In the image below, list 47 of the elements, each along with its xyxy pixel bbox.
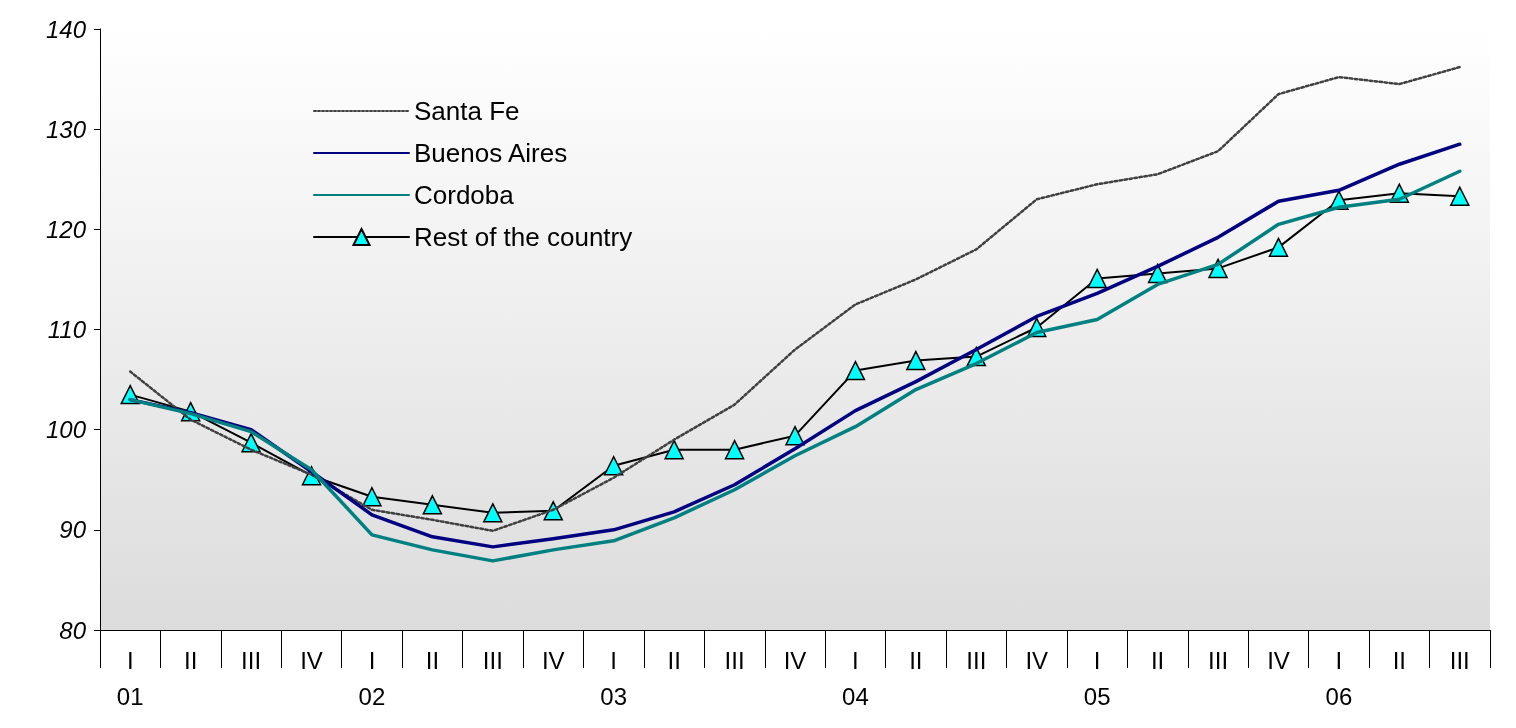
y-tick-label: 120 <box>45 215 87 243</box>
x-tick-label: I 04 <box>842 646 869 710</box>
x-tick-label: II <box>425 646 440 674</box>
legend-label: Buenos Aires <box>414 138 568 168</box>
point <box>724 439 745 460</box>
point <box>1268 237 1289 258</box>
x-tick-label: II <box>667 646 681 674</box>
point <box>664 439 684 460</box>
point <box>603 455 624 476</box>
y-tick-label: 130 <box>45 115 87 143</box>
x-tick-label: II <box>1392 646 1407 674</box>
point <box>1087 268 1107 289</box>
x-tick-label: II <box>1150 646 1165 674</box>
y-tick-label: 80 <box>59 616 87 644</box>
x-tick-label: I 05 <box>1083 646 1111 710</box>
legend-label: Rest of the country <box>414 222 633 252</box>
y-tick-label: 140 <box>45 15 87 43</box>
y-tick-label: 90 <box>59 516 87 544</box>
x-tick-label: III <box>724 646 745 674</box>
point <box>362 487 382 507</box>
x-tick-label: I 02 <box>358 646 386 710</box>
line-series <box>128 65 1462 533</box>
point <box>906 350 926 371</box>
x-tick-label: IV <box>541 646 565 674</box>
x-tick-label: II <box>909 646 923 674</box>
point <box>845 360 866 381</box>
x-tick-label: IV <box>783 646 807 674</box>
x-tick-label: II <box>183 646 198 674</box>
x-tick-label: IV <box>1025 646 1049 674</box>
x-tick-label: III <box>482 646 503 674</box>
point <box>785 425 805 446</box>
legend-label: Santa Fe <box>414 96 520 126</box>
x-tick-label: I 01 <box>116 646 144 710</box>
point <box>483 503 503 523</box>
x-tick-label: I 03 <box>600 646 628 710</box>
x-tick-label: I 06 <box>1325 646 1353 710</box>
legend-label: Cordoba <box>414 180 515 210</box>
x-tick-label: III <box>1449 646 1470 674</box>
y-tick-label: 100 <box>45 416 87 444</box>
x-tick-label: IV <box>1267 646 1290 674</box>
point <box>422 495 443 515</box>
x-tick-label: IV <box>300 646 323 674</box>
x-tick-label: III <box>1208 646 1229 674</box>
point <box>1450 186 1470 207</box>
x-tick-label: III <box>966 646 987 674</box>
x-tick-label: III <box>241 646 262 674</box>
y-tick-label: 110 <box>47 316 87 343</box>
